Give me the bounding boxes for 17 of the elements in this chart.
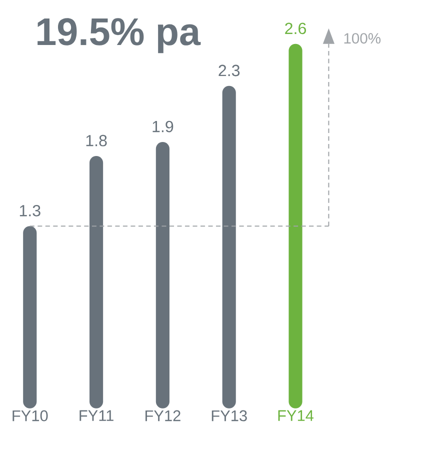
x-tick-label: FY12 — [145, 410, 180, 422]
data-label: 1.3 — [20, 204, 40, 216]
bar — [89, 156, 103, 408]
bar — [222, 86, 236, 408]
bar — [288, 44, 302, 408]
data-label: 1.8 — [86, 134, 107, 146]
data-label: 2.3 — [218, 64, 240, 76]
bar — [22, 226, 36, 408]
data-label: 2.6 — [284, 22, 306, 34]
chart-title: 19.5% pa — [37, 18, 201, 54]
x-tick-label: FY10 — [12, 410, 48, 422]
text: 100% — [344, 33, 380, 44]
x-tick-label: FY11 — [79, 410, 114, 421]
x-tick-label: FY13 — [212, 410, 247, 422]
bar — [156, 142, 170, 408]
x-tick-label: FY14 — [278, 410, 314, 421]
data-label: 1.9 — [152, 120, 173, 132]
